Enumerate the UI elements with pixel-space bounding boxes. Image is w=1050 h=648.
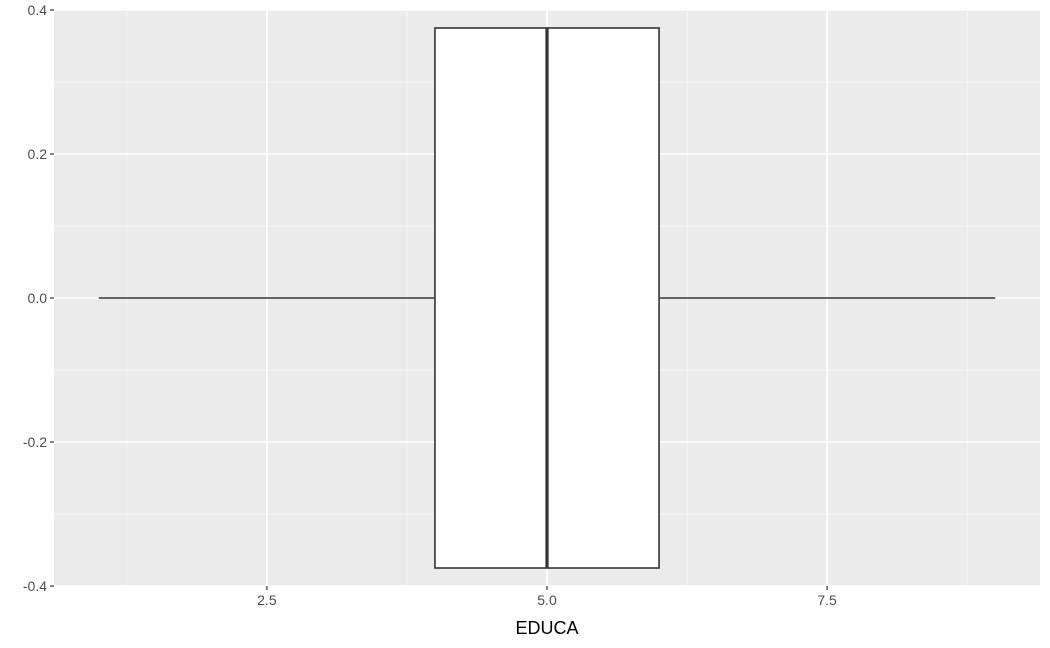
y-tick-label: 0.0 — [28, 290, 48, 306]
axis-ticks: 2.5 5.0 7.5 -0.4 -0.2 0.0 0.2 0.4 — [23, 2, 837, 608]
x-axis-title: EDUCA — [515, 618, 578, 638]
x-tick-label: 7.5 — [817, 592, 837, 608]
boxplot — [98, 27, 996, 569]
y-tick-label: 0.2 — [28, 146, 48, 162]
y-tick-label: -0.4 — [23, 578, 47, 594]
x-tick-label: 5.0 — [537, 592, 557, 608]
y-tick-label: -0.2 — [23, 434, 47, 450]
x-tick-label: 2.5 — [257, 592, 277, 608]
y-tick-label: 0.4 — [28, 2, 48, 18]
